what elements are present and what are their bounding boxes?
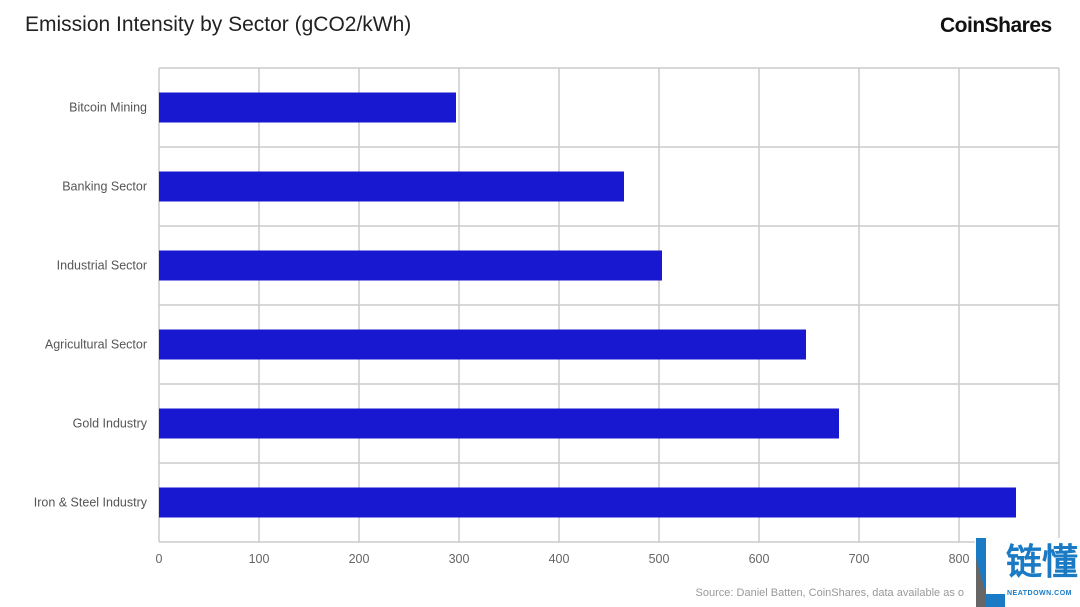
bar [159, 487, 1016, 518]
category-label: Industrial Sector [57, 259, 147, 273]
bar [159, 329, 806, 360]
coinshares-logo: CoinShares [940, 14, 1052, 37]
category-label: Gold Industry [73, 417, 148, 431]
category-label: Banking Sector [62, 180, 147, 194]
bar [159, 171, 624, 202]
watermark-cn: 链懂 [1006, 541, 1079, 582]
x-tick-label: 700 [849, 552, 870, 566]
source-note: Source: Daniel Batten, CoinShares, data … [695, 587, 964, 599]
x-tick-label: 100 [249, 552, 270, 566]
x-tick-label: 500 [649, 552, 670, 566]
x-tick-label: 600 [749, 552, 770, 566]
x-tick-label: 400 [549, 552, 570, 566]
x-tick-label: 200 [349, 552, 370, 566]
bar [159, 92, 456, 123]
x-tick-label: 300 [449, 552, 470, 566]
bar [159, 408, 839, 439]
neatdown-watermark: 链懂 NEATDOWN.COM [975, 538, 1080, 607]
watermark-logo-icon [976, 538, 1005, 607]
chart-title: Emission Intensity by Sector (gCO2/kWh) [25, 13, 412, 36]
bar [159, 250, 662, 281]
category-label: Iron & Steel Industry [34, 496, 148, 510]
watermark-en: NEATDOWN.COM [1007, 590, 1072, 597]
x-tick-label: 0 [156, 552, 163, 566]
category-label: Bitcoin Mining [69, 101, 147, 115]
x-tick-label: 800 [949, 552, 970, 566]
category-label: Agricultural Sector [45, 338, 147, 352]
